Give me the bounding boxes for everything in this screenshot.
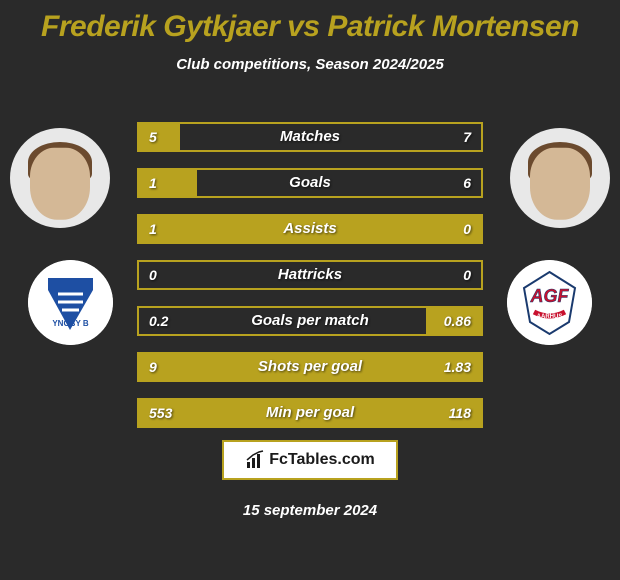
player-right-avatar bbox=[510, 128, 610, 228]
stat-row: 57Matches bbox=[137, 122, 483, 152]
date-label: 15 september 2024 bbox=[0, 502, 620, 519]
stat-row: 16Goals bbox=[137, 168, 483, 198]
stat-row: 0.20.86Goals per match bbox=[137, 306, 483, 336]
stat-label: Goals per match bbox=[139, 308, 481, 334]
stat-row: 91.83Shots per goal bbox=[137, 352, 483, 382]
stat-label: Assists bbox=[139, 216, 481, 242]
stat-row: 553118Min per goal bbox=[137, 398, 483, 428]
svg-text:AGF: AGF bbox=[530, 286, 570, 306]
svg-text:AARHUS: AARHUS bbox=[537, 314, 563, 320]
stat-label: Min per goal bbox=[139, 400, 481, 426]
stat-label: Hattricks bbox=[139, 262, 481, 288]
stat-row: 10Assists bbox=[137, 214, 483, 244]
brand-text: FcTables.com bbox=[269, 451, 375, 469]
chart-icon bbox=[245, 450, 265, 470]
stat-label: Shots per goal bbox=[139, 354, 481, 380]
subtitle: Club competitions, Season 2024/2025 bbox=[0, 56, 620, 73]
stat-label: Matches bbox=[139, 124, 481, 150]
stat-label: Goals bbox=[139, 170, 481, 196]
player-left-avatar bbox=[10, 128, 110, 228]
stat-row: 00Hattricks bbox=[137, 260, 483, 290]
player-right-club-badge: AGF AARHUS bbox=[507, 260, 592, 345]
svg-text:YNGBY B: YNGBY B bbox=[52, 319, 89, 328]
player-left-club-badge: YNGBY B bbox=[28, 260, 113, 345]
page-title: Frederik Gytkjaer vs Patrick Mortensen bbox=[0, 0, 620, 44]
stats-bars: 57Matches 16Goals 10Assists 00Hattricks 0.20… bbox=[137, 122, 483, 444]
brand-box: FcTables.com bbox=[222, 440, 398, 480]
